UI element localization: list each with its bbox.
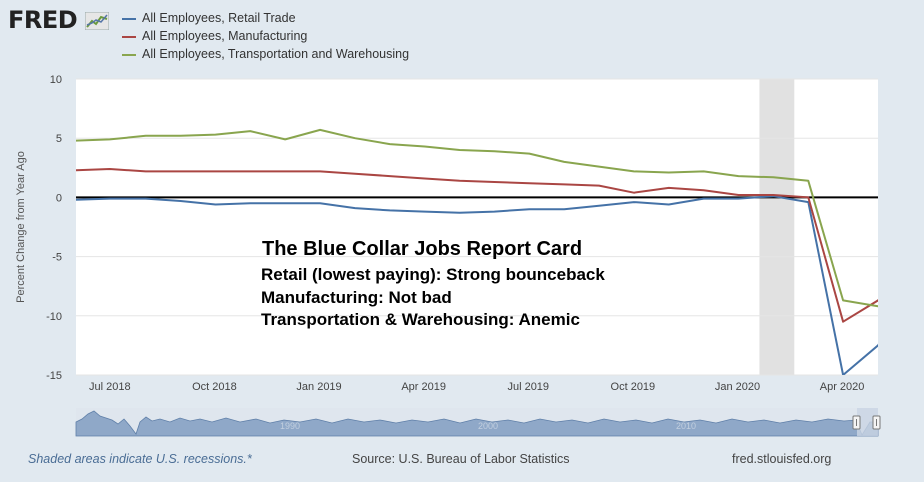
legend-swatch: [122, 54, 136, 56]
y-tick-label: 5: [56, 133, 62, 145]
legend-swatch: [122, 36, 136, 38]
annotation-line-transportation: Transportation & Warehousing: Anemic: [261, 310, 580, 329]
x-tick-label: Jul 2018: [89, 381, 131, 393]
series-line-all-employees-retail-trade: [76, 195, 878, 375]
recession-note[interactable]: Shaded areas indicate U.S. recessions.*: [28, 452, 252, 466]
x-tick-label: Oct 2018: [192, 381, 237, 393]
y-tick-label: -10: [46, 311, 62, 323]
y-axis-label: Percent Change from Year Ago: [15, 151, 27, 303]
series-line-all-employees-manufacturing: [76, 168, 878, 323]
y-tick-label: -15: [46, 370, 62, 382]
y-tick-label: 10: [50, 74, 62, 86]
fred-logo[interactable]: FRED: [8, 6, 110, 34]
plot-area: [76, 79, 878, 375]
source-note: Source: U.S. Bureau of Labor Statistics: [352, 452, 570, 466]
site-link[interactable]: fred.stlouisfed.org: [732, 452, 832, 466]
navigator-year-label: 1990: [280, 421, 300, 431]
annotation-line-retail: Retail (lowest paying): Strong bouncebac…: [261, 265, 605, 284]
x-tick-label: Jul 2019: [507, 381, 549, 393]
x-tick-label: Jan 2020: [715, 381, 760, 393]
navigator-year-label: 2010: [676, 421, 696, 431]
legend-swatch: [122, 18, 136, 20]
recession-band: [759, 79, 795, 375]
range-navigator[interactable]: 1990 2000 2010: [75, 408, 881, 437]
y-tick-label: -5: [52, 252, 62, 264]
y-tick-label: 0: [56, 192, 62, 204]
x-tick-label: Apr 2020: [820, 381, 865, 393]
legend-label: All Employees, Retail Trade: [142, 11, 296, 25]
legend-label: All Employees, Manufacturing: [142, 29, 308, 43]
x-tick-label: Jan 2019: [296, 381, 341, 393]
navigator-year-label: 2000: [478, 421, 498, 431]
series-line-all-employees-transportation-and-warehousing: [76, 128, 878, 308]
brand-name: FRED: [8, 6, 78, 34]
x-tick-label: Oct 2019: [611, 381, 656, 393]
navigator-area: [75, 410, 879, 437]
navigator-selection[interactable]: [857, 408, 878, 436]
annotation-line-manufacturing: Manufacturing: Not bad: [261, 288, 452, 307]
annotation-box: The Blue Collar Jobs Report Card Retail …: [261, 238, 605, 329]
chart-logo-icon: [84, 11, 110, 31]
line-chart: 10 5 0 -5 -10 -15 Jul 2018 Oct 2018 Jan 2019 Apr…: [15, 74, 881, 437]
annotation-title: The Blue Collar Jobs Report Card: [262, 238, 582, 260]
legend-label: All Employees, Transportation and Wareho…: [142, 47, 410, 61]
x-tick-label: Apr 2019: [401, 381, 446, 393]
